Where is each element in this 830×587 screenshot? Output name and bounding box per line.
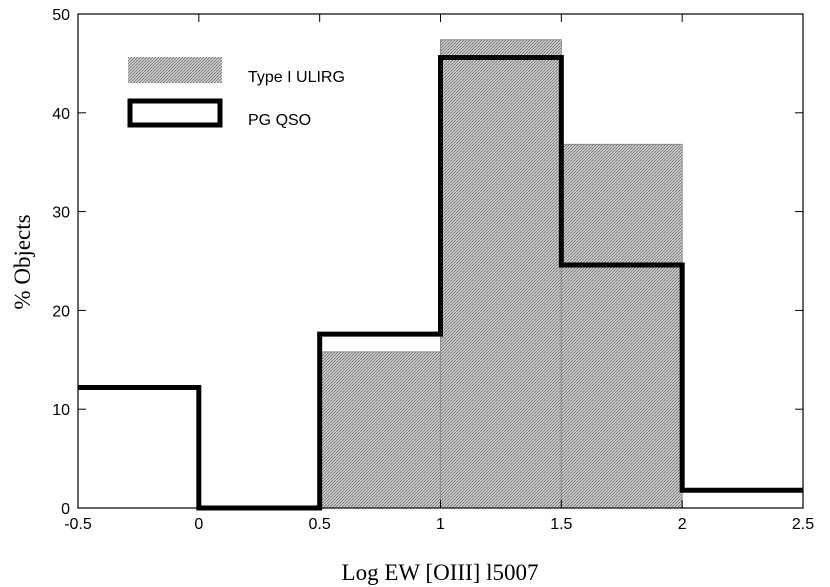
x-tick-label: 1.5 (550, 516, 572, 533)
x-tick-label: -0.5 (64, 516, 92, 533)
x-tick-label: 2 (678, 516, 687, 533)
bar-type-i-ulirg-4 (561, 144, 683, 508)
plot-area (78, 39, 803, 511)
legend-label-type-i-ulirg: Type I ULIRG (248, 69, 345, 86)
bar-type-i-ulirg-2 (319, 351, 441, 508)
legend-swatch-type-i-ulirg (128, 57, 222, 83)
bar-type-i-ulirg-3 (440, 39, 562, 509)
step-line-pg-qso (78, 54, 803, 511)
legend-label-pg-qso: PG QSO (248, 112, 311, 129)
plot-frame (77, 13, 804, 509)
x-tick-label: 0 (194, 516, 203, 533)
x-tick-label: 2.5 (792, 516, 814, 533)
x-tick-label: 0.5 (309, 516, 331, 533)
legend: Type I ULIRG PG QSO (127, 57, 345, 129)
x-axis-title: Log EW [OIII] l5007 (342, 560, 539, 585)
y-tick-label: 30 (52, 205, 70, 222)
y-tick-label: 40 (52, 106, 70, 123)
y-axis-title: % Objects (10, 214, 35, 309)
y-tick-label: 0 (61, 501, 70, 518)
y-tick-label: 10 (52, 402, 70, 419)
x-tick-label: 1 (436, 516, 445, 533)
legend-swatch-pg-qso (127, 98, 223, 128)
y-tick-label: 50 (52, 7, 70, 24)
y-tick-label: 20 (52, 303, 70, 320)
